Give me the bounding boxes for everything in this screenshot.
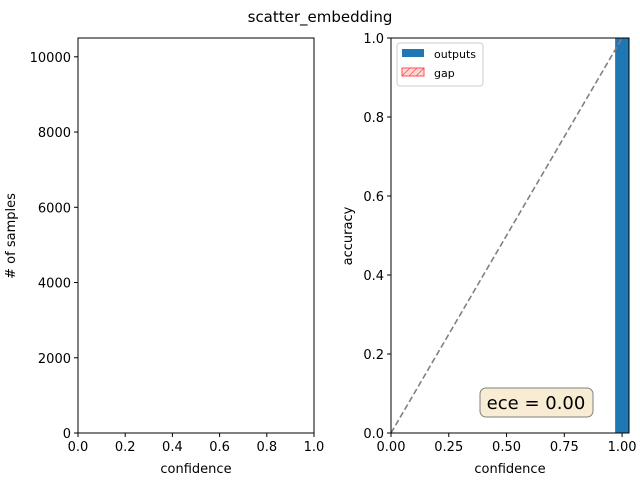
x-tick-label: 0.00 — [377, 440, 406, 455]
x-tick-label: 0.0 — [68, 440, 89, 455]
y-tick-label: 0.0 — [363, 427, 384, 442]
x-tick-label: 1.00 — [608, 440, 637, 455]
x-tick-label: 0.2 — [115, 440, 136, 455]
x-tick-label: 0.75 — [550, 440, 579, 455]
y-tick-label: 0.6 — [363, 190, 384, 205]
legend-gap-hatch — [401, 67, 411, 77]
perfect-calibration-line — [390, 37, 623, 434]
legend-swatch-outputs — [402, 49, 424, 57]
left-x-axis-label: confidence — [160, 462, 231, 477]
left-y-ticks: 0 2000 4000 6000 8000 10000 — [30, 51, 78, 442]
legend-label-gap: gap — [434, 67, 455, 80]
y-tick-label: 10000 — [30, 51, 71, 66]
y-tick-label: 0.4 — [363, 269, 384, 284]
y-tick-label: 4000 — [38, 277, 71, 292]
y-tick-label: 6000 — [38, 201, 71, 216]
ece-box — [479, 387, 594, 418]
left-plot-area — [77, 37, 315, 434]
right-x-ticks: 0.00 0.25 0.50 0.75 1.00 — [377, 433, 637, 455]
x-tick-label: 0.8 — [256, 440, 277, 455]
x-tick-label: 0.6 — [209, 440, 230, 455]
figure-title: scatter_embedding — [248, 8, 393, 27]
legend-gap-hatch — [408, 67, 418, 77]
right-y-axis-label: accuracy — [341, 206, 356, 265]
right-plot-frame — [390, 37, 630, 434]
y-tick-label: 1.0 — [363, 32, 384, 47]
legend: outputs gap — [396, 42, 484, 87]
legend-label-outputs: outputs — [434, 48, 476, 61]
left-y-axis-label: # of samples — [4, 193, 19, 279]
x-tick-label: 0.25 — [434, 440, 463, 455]
left-x-ticks: 0.0 0.2 0.4 0.6 0.8 1.0 — [68, 433, 325, 455]
y-tick-label: 8000 — [38, 126, 71, 141]
x-tick-label: 1.0 — [304, 440, 325, 455]
x-tick-label: 0.4 — [162, 440, 183, 455]
outputs-bars — [615, 38, 629, 433]
y-tick-label: 0.2 — [363, 348, 384, 363]
ece-label: ece = 0.00 — [487, 393, 586, 414]
x-tick-label: 0.50 — [492, 440, 521, 455]
legend-gap-hatch — [415, 67, 425, 77]
right-reliability-panel: 0.00 0.25 0.50 0.75 1.00 0.00.20.40.60.81.0 … — [341, 32, 637, 477]
left-histogram-panel: 0.0 0.2 0.4 0.6 0.8 1.0 0 2000 4000 6000 8000 1000… — [4, 37, 325, 477]
y-tick-label: 0 — [63, 427, 71, 442]
right-plot-area — [391, 38, 629, 433]
ece-annotation: ece = 0.00 — [479, 387, 594, 418]
y-tick-label: 2000 — [38, 352, 71, 367]
outputs-bar — [615, 38, 629, 433]
right-x-axis-label: confidence — [474, 462, 545, 477]
y-tick-label: 0.8 — [363, 111, 384, 126]
right-y-ticks: 0.0 0.2 0.4 0.6 0.8 1.0 — [363, 32, 391, 442]
